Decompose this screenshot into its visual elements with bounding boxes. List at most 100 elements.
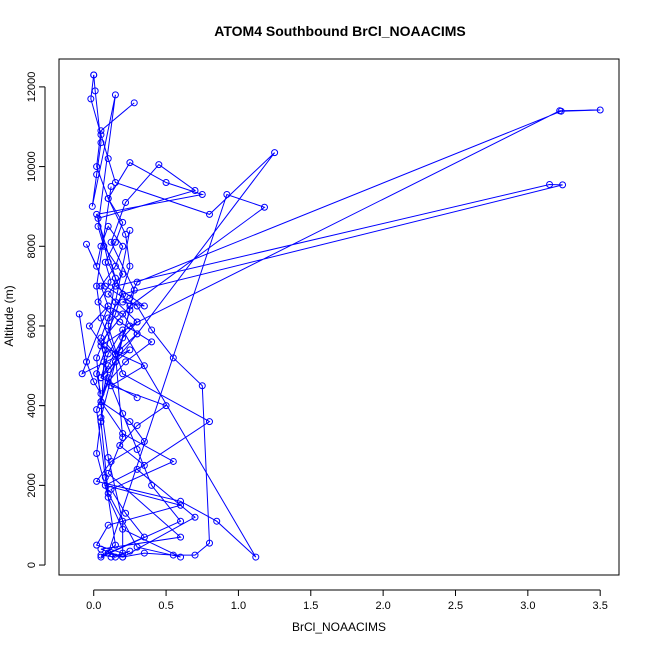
data-point xyxy=(75,310,83,318)
data-point xyxy=(223,190,231,198)
x-tick-label: 1.5 xyxy=(303,600,318,612)
data-point xyxy=(191,186,199,194)
data-point xyxy=(116,442,124,449)
data-point xyxy=(130,99,138,107)
data-point xyxy=(82,358,90,366)
y-tick-label: 8000 xyxy=(26,234,38,258)
data-point xyxy=(104,290,112,298)
data-point xyxy=(93,262,101,270)
data-point xyxy=(111,238,119,246)
y-axis-label: Altitude (m) xyxy=(2,285,16,346)
data-point xyxy=(97,242,105,250)
data-point xyxy=(119,310,127,318)
data-point xyxy=(94,298,102,306)
data-point xyxy=(90,71,98,79)
x-tick-label: 0.0 xyxy=(86,600,101,612)
data-point xyxy=(140,438,148,446)
data-point xyxy=(101,282,109,290)
data-point xyxy=(205,418,213,426)
data-point xyxy=(104,314,112,322)
data-point xyxy=(119,242,127,250)
data-point xyxy=(101,258,109,266)
data-point xyxy=(82,240,90,248)
series-line xyxy=(78,225,211,558)
data-point xyxy=(111,310,119,318)
data-point xyxy=(198,382,206,390)
data-point xyxy=(93,370,101,378)
data-point xyxy=(119,517,127,525)
data-point xyxy=(148,481,156,489)
data-point xyxy=(177,497,185,505)
series-line xyxy=(81,109,601,379)
data-point xyxy=(126,418,134,426)
data-point xyxy=(97,418,105,426)
data-point xyxy=(97,282,105,290)
data-point xyxy=(104,489,112,497)
data-point xyxy=(111,350,119,358)
data-point xyxy=(97,414,105,422)
data-point xyxy=(140,533,148,541)
data-point xyxy=(111,358,119,366)
data-point xyxy=(260,203,268,211)
data-point xyxy=(169,551,177,559)
data-point xyxy=(97,374,105,382)
data-point xyxy=(97,398,105,406)
data-point xyxy=(546,181,554,189)
data-point xyxy=(148,338,156,346)
data-point xyxy=(133,543,141,551)
data-point xyxy=(119,434,127,442)
data-point xyxy=(205,539,213,547)
data-point xyxy=(122,358,130,366)
data-point xyxy=(140,362,148,370)
y-tick-label: 10000 xyxy=(26,151,38,182)
data-point xyxy=(126,306,134,314)
x-tick-label: 0.5 xyxy=(158,600,173,612)
data-point xyxy=(107,183,115,191)
data-point xyxy=(177,501,185,509)
data-point xyxy=(111,553,119,561)
data-point xyxy=(104,194,112,202)
data-point xyxy=(111,179,119,187)
data-point xyxy=(104,362,112,370)
data-point xyxy=(97,553,105,561)
data-point xyxy=(111,274,119,282)
data-point xyxy=(93,210,101,218)
data-point xyxy=(126,346,134,354)
data-point xyxy=(104,521,112,529)
x-tick-label: 1.0 xyxy=(231,600,246,612)
data-point xyxy=(140,302,148,310)
data-point xyxy=(119,334,127,342)
data-point xyxy=(87,95,95,103)
data-point xyxy=(119,326,127,334)
data-point xyxy=(93,541,101,549)
data-point xyxy=(126,322,134,330)
x-axis-label: BrCl_NOAACIMS xyxy=(292,620,386,634)
data-point xyxy=(107,553,115,561)
data-point xyxy=(126,262,134,270)
data-point xyxy=(162,179,170,187)
plot-area-frame xyxy=(58,58,620,576)
data-point xyxy=(88,202,96,210)
data-point xyxy=(119,430,127,438)
data-point xyxy=(252,553,260,561)
data-point xyxy=(133,394,141,402)
data-point xyxy=(93,477,101,485)
data-point xyxy=(93,406,101,414)
x-tick-label: 3.0 xyxy=(520,600,535,612)
data-point xyxy=(101,473,109,481)
data-point xyxy=(111,91,119,99)
data-point xyxy=(119,525,127,533)
data-point xyxy=(177,533,185,541)
data-point xyxy=(205,210,213,218)
data-point xyxy=(111,282,119,290)
series-line xyxy=(90,74,276,558)
y-tick-label: 6000 xyxy=(26,314,38,338)
data-point xyxy=(94,214,102,222)
data-point xyxy=(104,378,112,386)
data-point xyxy=(119,270,127,278)
data-point xyxy=(119,298,127,306)
data-point xyxy=(104,493,112,501)
data-point xyxy=(111,541,119,549)
data-point xyxy=(122,509,130,517)
